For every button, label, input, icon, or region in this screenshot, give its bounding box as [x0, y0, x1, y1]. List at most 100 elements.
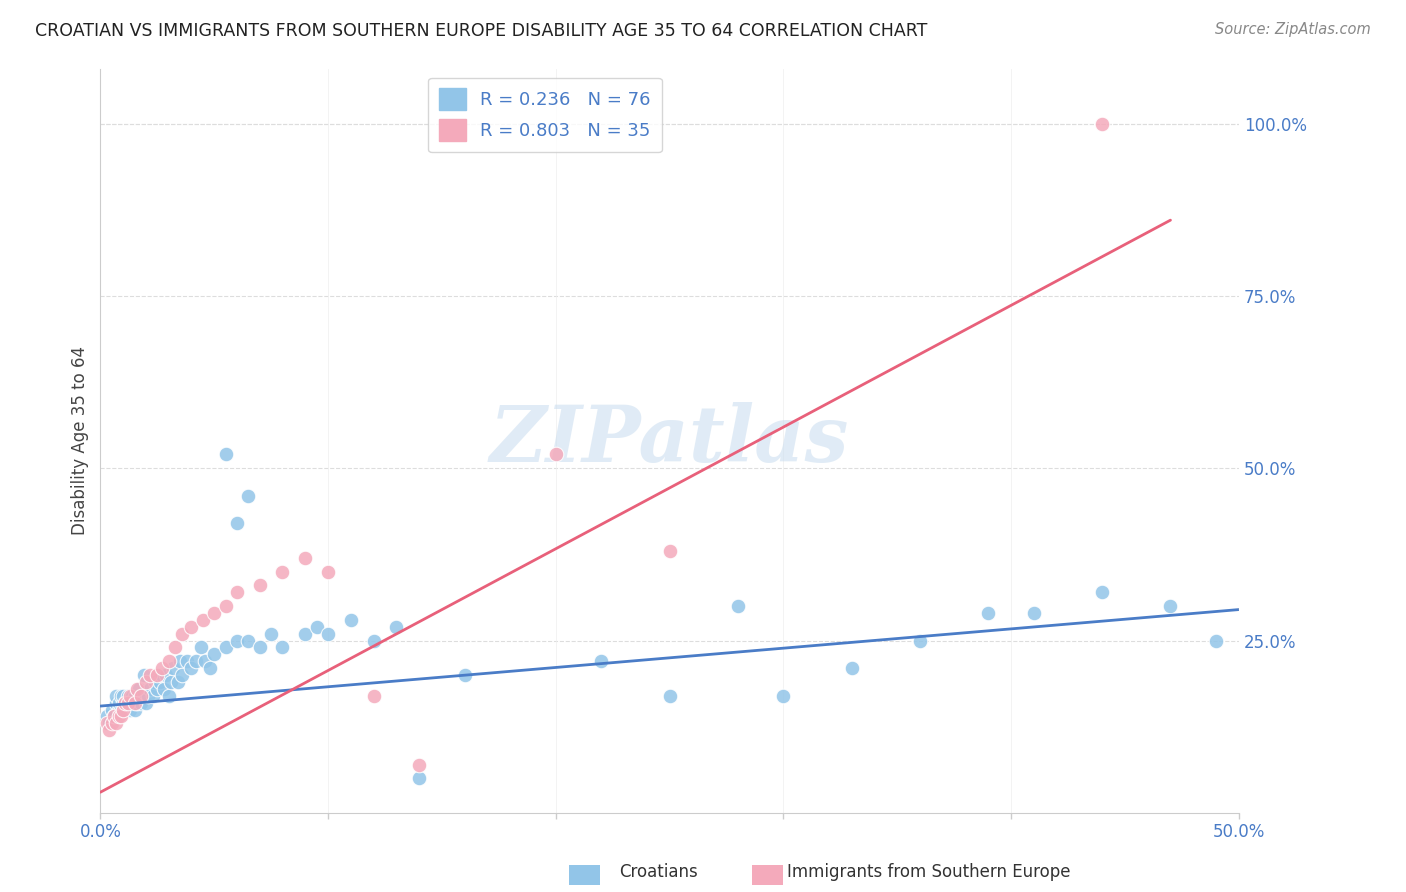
Point [1159, 599, 1181, 614]
Point [157, 689, 180, 703]
Point [176, 654, 198, 668]
Point [363, 633, 385, 648]
Point [238, 489, 260, 503]
Point [112, 696, 135, 710]
Point [114, 696, 136, 710]
Point [544, 448, 567, 462]
Point [294, 626, 316, 640]
Point [226, 633, 249, 648]
Point [142, 689, 165, 703]
Point [1022, 606, 1045, 620]
Point [98, 716, 121, 731]
Point [214, 448, 236, 462]
Point [226, 585, 249, 599]
Point [112, 702, 135, 716]
Point [112, 702, 135, 716]
Point [385, 620, 408, 634]
Point [908, 633, 931, 648]
Point [118, 696, 141, 710]
Text: CROATIAN VS IMMIGRANTS FROM SOUTHERN EUROPE DISABILITY AGE 35 TO 64 CORRELATION : CROATIAN VS IMMIGRANTS FROM SOUTHERN EUR… [35, 22, 928, 40]
Point [658, 689, 681, 703]
Point [105, 689, 128, 703]
Point [194, 654, 217, 668]
Point [124, 689, 146, 703]
Point [453, 668, 475, 682]
Point [1091, 117, 1114, 131]
Point [103, 709, 125, 723]
Point [202, 648, 225, 662]
Point [363, 689, 385, 703]
Point [658, 544, 681, 558]
Point [408, 757, 430, 772]
Point [260, 626, 283, 640]
Point [249, 578, 271, 592]
Point [238, 633, 260, 648]
Point [591, 654, 613, 668]
Point [107, 696, 129, 710]
Point [408, 772, 430, 786]
Point [316, 626, 339, 640]
Legend: R = 0.236   N = 76, R = 0.803   N = 35: R = 0.236 N = 76, R = 0.803 N = 35 [429, 78, 662, 153]
Point [172, 626, 194, 640]
Point [146, 681, 169, 696]
Point [160, 675, 183, 690]
Point [96, 709, 118, 723]
Point [180, 661, 202, 675]
Point [112, 689, 135, 703]
Point [103, 709, 125, 723]
Point [146, 668, 169, 682]
Point [977, 606, 1000, 620]
Point [271, 640, 294, 655]
Point [214, 640, 236, 655]
Point [114, 696, 136, 710]
Point [153, 681, 176, 696]
Point [105, 716, 128, 731]
Point [124, 702, 146, 716]
Point [150, 668, 173, 682]
Point [1091, 585, 1114, 599]
Point [131, 689, 153, 703]
Point [841, 661, 863, 675]
Point [117, 696, 139, 710]
Point [135, 696, 157, 710]
Point [139, 668, 162, 682]
Point [125, 681, 148, 696]
Point [727, 599, 749, 614]
Point [340, 613, 363, 627]
Point [132, 668, 155, 682]
Point [169, 654, 191, 668]
Point [148, 675, 170, 690]
Point [98, 723, 121, 738]
Point [136, 689, 159, 703]
Point [143, 675, 166, 690]
Point [135, 675, 157, 690]
Point [105, 696, 128, 710]
Point [124, 696, 146, 710]
Text: Source: ZipAtlas.com: Source: ZipAtlas.com [1215, 22, 1371, 37]
Point [125, 696, 148, 710]
Point [118, 702, 141, 716]
Point [294, 550, 316, 565]
Text: Immigrants from Southern Europe: Immigrants from Southern Europe [787, 863, 1071, 881]
Point [198, 661, 221, 675]
Point [157, 654, 180, 668]
Point [190, 640, 212, 655]
Point [305, 620, 328, 634]
Point [162, 661, 184, 675]
Text: ZIPatlas: ZIPatlas [489, 402, 849, 479]
Point [131, 696, 153, 710]
Point [128, 681, 150, 696]
Point [96, 716, 118, 731]
Point [316, 565, 339, 579]
Point [110, 709, 132, 723]
Point [249, 640, 271, 655]
Point [107, 702, 129, 716]
Point [271, 565, 294, 579]
Point [118, 689, 141, 703]
Point [100, 716, 122, 731]
Point [155, 668, 177, 682]
Point [226, 516, 249, 531]
Point [772, 689, 794, 703]
Point [100, 702, 122, 716]
Point [107, 709, 129, 723]
